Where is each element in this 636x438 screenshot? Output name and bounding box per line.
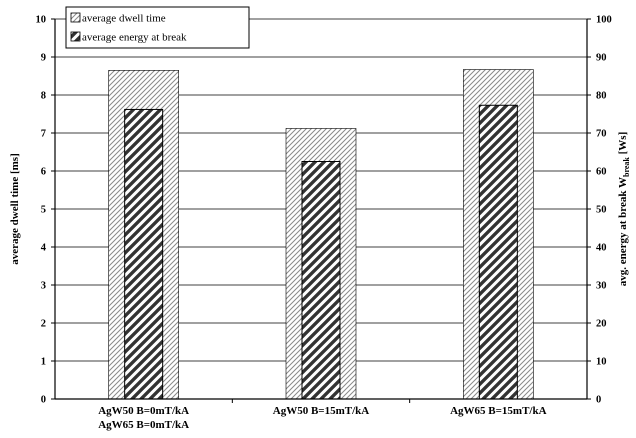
y2-axis-title: avg. energy at break Wbreak [Ws] [617, 132, 631, 287]
bar-energy-at-break [301, 161, 341, 400]
x-category-label: AgW65 B=0mT/kA [98, 419, 189, 431]
bar-energy-at-break [478, 104, 518, 400]
legend-swatch-energy [70, 31, 81, 42]
y-tick-label: 10 [36, 15, 47, 26]
y2-tick-label: 40 [596, 243, 607, 254]
legend-label-energy: average energy at break [82, 32, 187, 44]
y2-axis-title-main: avg. energy at break W [617, 177, 629, 286]
category-labels: AgW50 B=0mT/kA AgW65 B=0mT/kA AgW50 B=15mT… [98, 405, 546, 431]
y-tick-label: 4 [41, 243, 47, 254]
y2-tick-label: 80 [596, 91, 607, 102]
legend: average dwell time average energy at bre… [65, 6, 250, 49]
bar-energy-at-break [124, 108, 164, 400]
y-axis-title: average dwell time [ms] [9, 153, 21, 265]
y2-tick-label: 0 [596, 395, 601, 406]
y2-tick-label: 90 [596, 53, 607, 64]
legend-swatch-dwell-time [70, 12, 81, 23]
legend-label-dwell-time: average dwell time [82, 13, 166, 25]
y2-tick-label: 70 [596, 129, 607, 140]
y-tick-label: 2 [41, 319, 46, 330]
y2-tick-label: 20 [596, 319, 607, 330]
y2-axis-title-unit: [Ws] [617, 132, 629, 157]
y-tick-label: 5 [41, 205, 46, 216]
legend-box [65, 6, 250, 49]
y2-tick-label: 50 [596, 205, 607, 216]
y-tick-label: 1 [41, 357, 46, 368]
y-tick-label: 8 [41, 91, 46, 102]
y2-tick-label: 30 [596, 281, 607, 292]
y-tick-label: 9 [41, 53, 46, 64]
x-category-label: AgW65 B=15mT/kA [450, 405, 546, 417]
y-tick-label: 3 [41, 281, 46, 292]
y-tick-label: 0 [41, 395, 46, 406]
y-tick-label: 6 [41, 167, 46, 178]
y2-tick-label: 100 [596, 15, 612, 26]
y2-tick-label: 10 [596, 357, 607, 368]
bars [108, 69, 534, 400]
y-tick-label: 7 [41, 129, 46, 140]
axes [51, 18, 591, 403]
x-category-label: AgW50 B=0mT/kA [98, 405, 189, 417]
y2-tick-label: 60 [596, 167, 607, 178]
x-category-label: AgW50 B=15mT/kA [273, 405, 369, 417]
y2-axis-title-subscript: break [622, 157, 631, 177]
